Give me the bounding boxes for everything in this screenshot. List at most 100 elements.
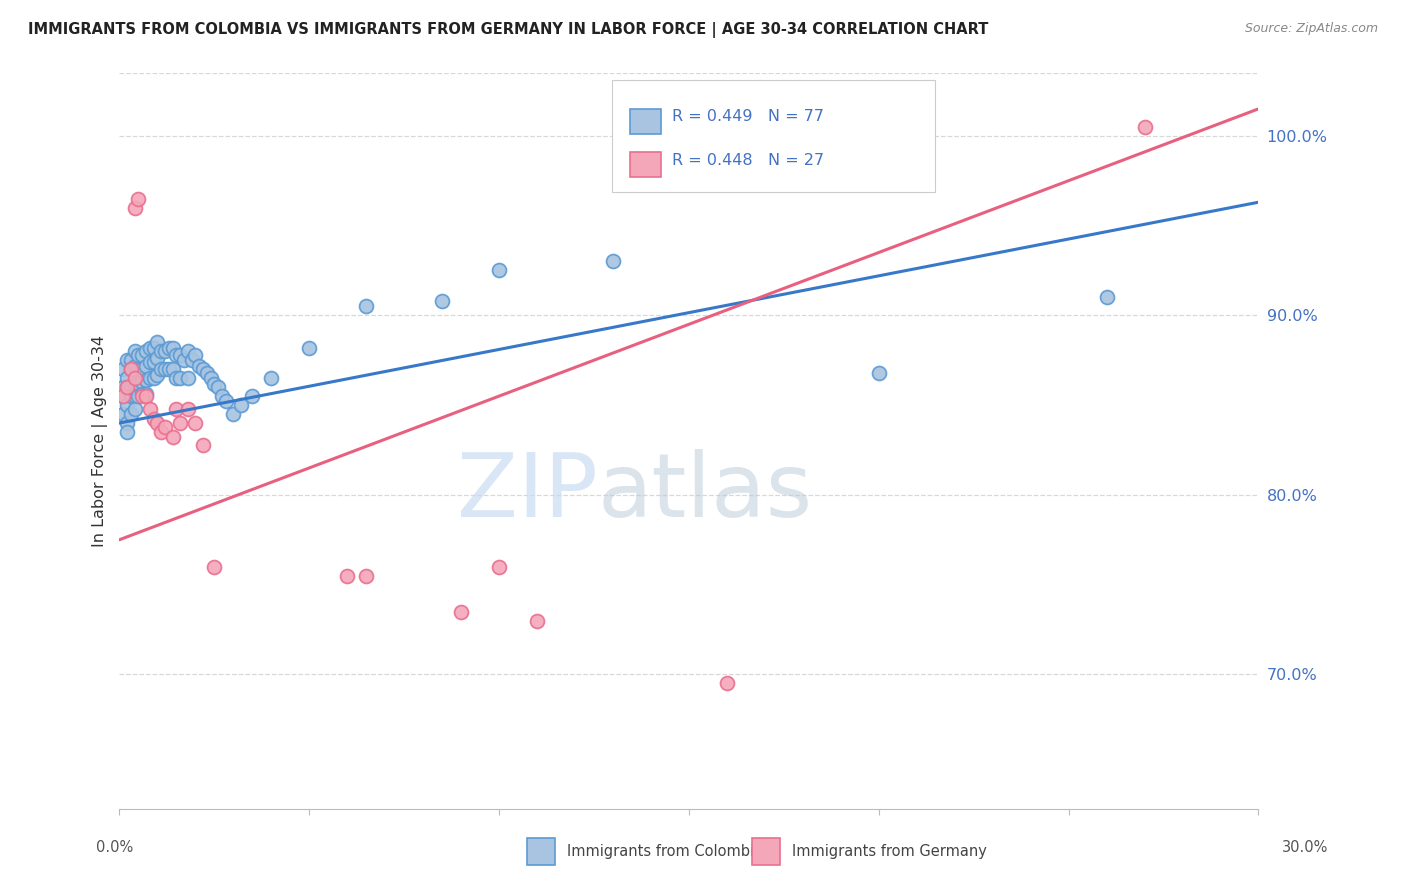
Point bbox=[120, 362, 142, 376]
Point bbox=[112, 380, 135, 394]
Point bbox=[139, 401, 162, 416]
Point bbox=[202, 376, 225, 391]
Point bbox=[153, 344, 176, 359]
Point bbox=[124, 371, 146, 385]
Text: Source: ZipAtlas.com: Source: ZipAtlas.com bbox=[1244, 22, 1378, 36]
Text: IMMIGRANTS FROM COLOMBIA VS IMMIGRANTS FROM GERMANY IN LABOR FORCE | AGE 30-34 C: IMMIGRANTS FROM COLOMBIA VS IMMIGRANTS F… bbox=[28, 22, 988, 38]
Point bbox=[177, 344, 200, 359]
Point bbox=[124, 359, 146, 373]
Point bbox=[112, 389, 135, 403]
Point bbox=[120, 380, 142, 394]
Y-axis label: In Labor Force | Age 30-34: In Labor Force | Age 30-34 bbox=[93, 335, 108, 547]
Point bbox=[115, 380, 138, 394]
Point bbox=[157, 362, 180, 376]
Point bbox=[169, 371, 191, 385]
Point bbox=[169, 416, 191, 430]
Point bbox=[135, 387, 157, 401]
Point bbox=[191, 362, 214, 376]
Point bbox=[120, 389, 142, 403]
Point bbox=[115, 425, 138, 439]
Point bbox=[127, 362, 149, 376]
Point bbox=[124, 201, 146, 215]
Point bbox=[142, 355, 165, 369]
Point bbox=[120, 353, 142, 368]
Point bbox=[146, 416, 169, 430]
Point bbox=[142, 371, 165, 385]
Text: Immigrants from Colombia: Immigrants from Colombia bbox=[567, 845, 762, 859]
Point bbox=[215, 394, 238, 409]
Point bbox=[354, 299, 377, 313]
Point bbox=[602, 254, 624, 268]
Point bbox=[354, 568, 377, 582]
Point bbox=[131, 348, 153, 362]
Text: R = 0.448   N = 27: R = 0.448 N = 27 bbox=[672, 153, 824, 168]
Point bbox=[336, 568, 359, 582]
Point bbox=[188, 359, 211, 373]
Point bbox=[260, 371, 283, 385]
Point bbox=[173, 353, 195, 368]
Point bbox=[162, 430, 184, 444]
Point bbox=[135, 373, 157, 387]
Text: R = 0.449   N = 77: R = 0.449 N = 77 bbox=[672, 109, 824, 123]
Point bbox=[124, 389, 146, 403]
Text: 30.0%: 30.0% bbox=[1282, 840, 1329, 855]
Point bbox=[153, 419, 176, 434]
Point bbox=[868, 366, 890, 380]
Point bbox=[165, 348, 187, 362]
Text: ZIP: ZIP bbox=[457, 449, 598, 536]
Point bbox=[162, 341, 184, 355]
Point bbox=[240, 389, 263, 403]
Point bbox=[298, 341, 321, 355]
Point bbox=[430, 293, 453, 308]
Point bbox=[112, 407, 135, 421]
Point bbox=[131, 362, 153, 376]
Point bbox=[153, 362, 176, 376]
Point bbox=[135, 389, 157, 403]
Point bbox=[115, 380, 138, 394]
Point bbox=[127, 192, 149, 206]
Point bbox=[124, 344, 146, 359]
Point bbox=[112, 362, 135, 376]
Point bbox=[177, 401, 200, 416]
Point bbox=[211, 389, 233, 403]
Point bbox=[127, 389, 149, 403]
Point bbox=[157, 341, 180, 355]
Point bbox=[131, 387, 153, 401]
Point bbox=[115, 416, 138, 430]
Point bbox=[169, 348, 191, 362]
Point bbox=[142, 412, 165, 426]
Point bbox=[180, 353, 202, 368]
Point bbox=[200, 371, 222, 385]
Point bbox=[135, 359, 157, 373]
Point bbox=[142, 341, 165, 355]
Point bbox=[150, 425, 173, 439]
Point bbox=[120, 362, 142, 376]
Point bbox=[191, 437, 214, 451]
Point bbox=[124, 401, 146, 416]
Point bbox=[135, 344, 157, 359]
Point bbox=[184, 416, 207, 430]
Point bbox=[146, 351, 169, 366]
Point bbox=[146, 335, 169, 350]
Point bbox=[229, 398, 252, 412]
Point bbox=[115, 398, 138, 412]
Point bbox=[716, 676, 738, 690]
Point bbox=[150, 362, 173, 376]
Point bbox=[165, 401, 187, 416]
Point bbox=[146, 368, 169, 382]
Point bbox=[222, 407, 245, 421]
Point bbox=[139, 355, 162, 369]
Point bbox=[115, 371, 138, 385]
Point bbox=[162, 362, 184, 376]
Point bbox=[1133, 120, 1156, 134]
Text: Immigrants from Germany: Immigrants from Germany bbox=[792, 845, 987, 859]
Point bbox=[184, 348, 207, 362]
Point bbox=[488, 263, 510, 277]
Point bbox=[139, 371, 162, 385]
Point bbox=[127, 376, 149, 391]
Text: 0.0%: 0.0% bbox=[96, 840, 132, 855]
Point bbox=[202, 559, 225, 574]
Point bbox=[115, 353, 138, 368]
Point bbox=[131, 389, 153, 403]
Point bbox=[177, 371, 200, 385]
